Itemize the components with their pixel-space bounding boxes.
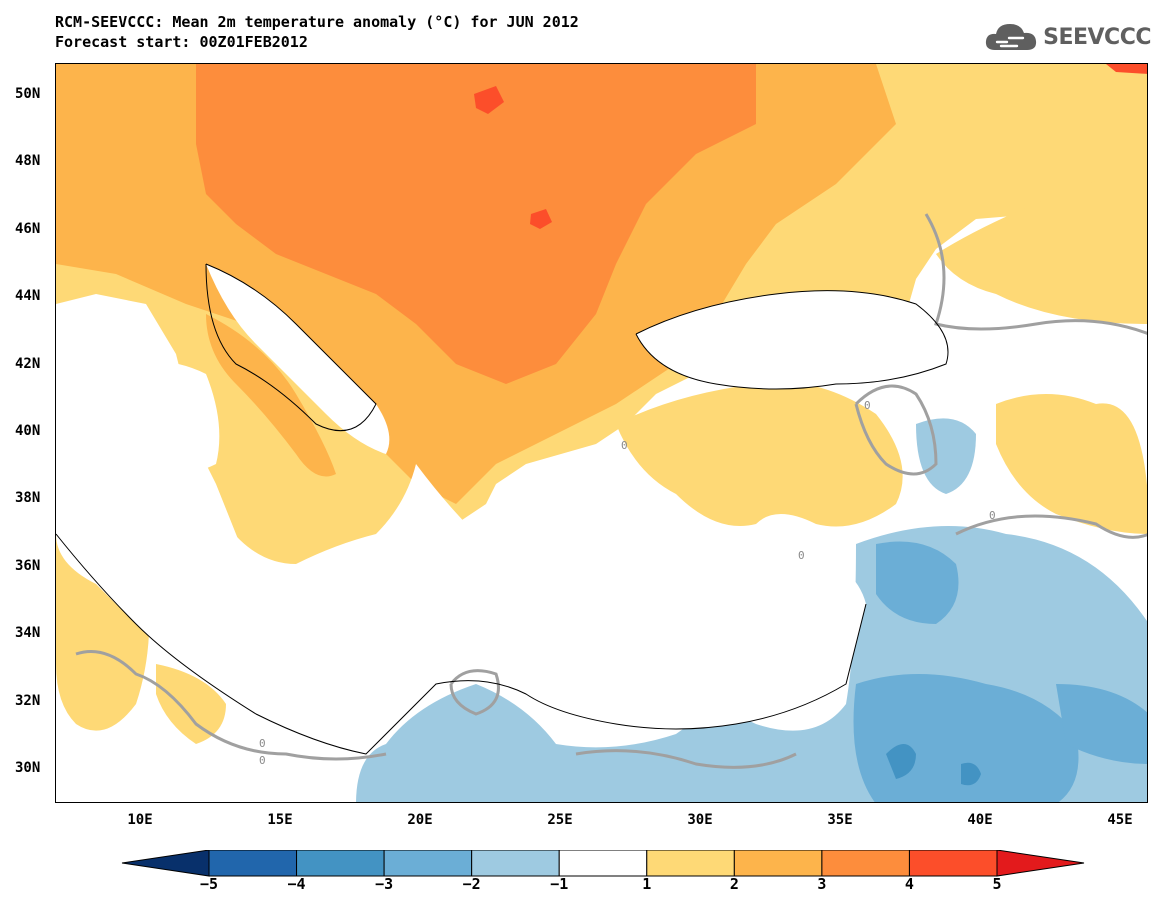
chart-title-block: RCM-SEEVCCC: Mean 2m temperature anomaly…: [55, 12, 579, 52]
colorbar-tick-label: −4: [287, 875, 306, 893]
anomaly-minus3-spot2: [961, 762, 981, 786]
colorbar-tick-label: 2: [729, 875, 739, 893]
lon-label-10e: 10E: [127, 812, 153, 828]
colorbar-segment-max: [996, 850, 1085, 877]
anomaly-plus3-central: [196, 64, 756, 384]
coastline-mediterranean: [56, 533, 867, 755]
anomaly-minus2-iraq: [1056, 684, 1147, 764]
zero-contour-africa: [75, 650, 387, 761]
black-sea: [636, 290, 948, 389]
coastline-italy: [205, 263, 377, 432]
anomaly-plus4-spot-north: [474, 86, 504, 114]
mediterranean-sea: [56, 424, 866, 754]
contour-label-5: 0: [259, 737, 266, 750]
map-panel: 0 0 0 0 0 0: [55, 63, 1148, 803]
anomaly-minus3-spot: [886, 744, 916, 779]
tyrrhenian-sea: [113, 360, 220, 474]
colorbar-segment: [646, 850, 735, 877]
forecast-start-label: Forecast start: 00Z01FEB2012: [55, 33, 308, 51]
anomaly-map: 0 0 0 0 0 0: [56, 64, 1147, 802]
lat-label-32n: 32N: [15, 693, 41, 709]
lon-label-45e: 45E: [1107, 812, 1133, 828]
anomaly-minus-areas: [356, 418, 1147, 802]
lat-label-46n: 46N: [15, 221, 41, 237]
colorbar-tick-label: 1: [642, 875, 652, 893]
lon-label-35e: 35E: [827, 812, 853, 828]
zero-contour-anatolia: [854, 384, 938, 476]
zero-contour-east: [955, 514, 1147, 539]
colorbar: [121, 850, 1085, 877]
sea-areas: [56, 264, 948, 754]
lon-label-30e: 30E: [687, 812, 713, 828]
anomaly-minus2-syria: [876, 541, 959, 624]
lat-label-34n: 34N: [15, 625, 41, 641]
anomaly-plus1-caucasus: [996, 394, 1147, 534]
lon-label-15e: 15E: [267, 812, 293, 828]
lat-label-38n: 38N: [15, 490, 41, 506]
adriatic-sea: [206, 264, 390, 454]
anomaly-plus4-spot-northeast: [1106, 64, 1147, 74]
chart-title: RCM-SEEVCCC: Mean 2m temperature anomaly…: [55, 13, 579, 31]
seevccc-logo: SEEVCCC: [983, 20, 1151, 54]
colorbar-tick-label: −1: [550, 875, 569, 893]
lat-label-40n: 40N: [15, 423, 41, 439]
lat-label-48n: 48N: [15, 153, 41, 169]
anomaly-plus1-eastblob: [936, 164, 1147, 324]
cloud-icon: [986, 24, 1037, 50]
colorbar-segment: [296, 850, 385, 877]
lat-label-50n: 50N: [15, 86, 41, 102]
colorbar-segment: [821, 850, 910, 877]
anomaly-plus1-libya: [156, 664, 226, 744]
zero-contours: [75, 213, 1147, 769]
anomaly-plus3-areas: [196, 64, 756, 384]
contour-label-4: 0: [798, 549, 805, 562]
colorbar-tick-label: 5: [992, 875, 1002, 893]
colorbar-segment: [908, 850, 998, 877]
lon-label-25e: 25E: [547, 812, 573, 828]
logo-text: SEEVCCC: [1043, 24, 1151, 50]
colorbar-segments: [121, 850, 1085, 877]
contour-label-1: 0: [864, 399, 871, 412]
zero-contour-libya: [449, 669, 500, 716]
contour-label-6: 0: [259, 754, 266, 767]
coastlines: [56, 263, 949, 755]
lat-label-44n: 44N: [15, 288, 41, 304]
colorbar-tick-label: −2: [462, 875, 481, 893]
anomaly-plus4-spot-romania: [530, 209, 552, 229]
colorbar-segment: [383, 850, 473, 877]
coastline-black-sea: [635, 290, 949, 390]
anomaly-plus4-spots: [474, 64, 1147, 229]
colorbar-segment: [471, 850, 560, 877]
lat-label-42n: 42N: [15, 356, 41, 372]
anomaly-plus1-anatolia: [616, 382, 903, 527]
lon-label-20e: 20E: [407, 812, 433, 828]
anomaly-plus2-italy: [206, 314, 336, 477]
contour-label-group: 0 0 0 0 0 0: [259, 399, 996, 767]
colorbar-segment: [208, 850, 298, 877]
zero-contour-caucasus: [924, 213, 1147, 335]
contour-label-2: 0: [989, 509, 996, 522]
lat-label-30n: 30N: [15, 760, 41, 776]
contour-label-3: 0: [621, 439, 628, 452]
colorbar-tick-label: −3: [375, 875, 394, 893]
colorbar-tick-label: 4: [904, 875, 914, 893]
colorbar-tick-label: −5: [199, 875, 219, 893]
anomaly-minus1-anatolia: [916, 418, 976, 494]
colorbar-tick-label: 3: [817, 875, 827, 893]
lat-label-36n: 36N: [15, 558, 41, 574]
lon-label-40e: 40E: [967, 812, 993, 828]
zero-contour-egypt: [575, 749, 797, 769]
colorbar-segment: [558, 850, 648, 877]
colorbar-segment-min: [121, 850, 210, 877]
colorbar-segment: [733, 850, 823, 877]
